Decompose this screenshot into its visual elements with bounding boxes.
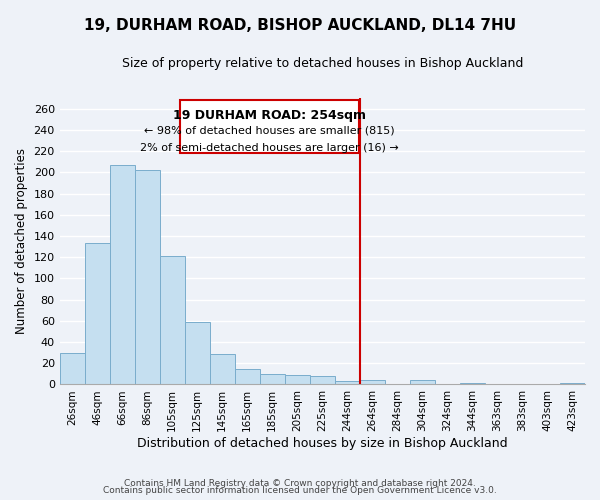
Title: Size of property relative to detached houses in Bishop Auckland: Size of property relative to detached ho…	[122, 58, 523, 70]
Text: ← 98% of detached houses are smaller (815): ← 98% of detached houses are smaller (81…	[144, 126, 394, 136]
Bar	[110, 165, 135, 384]
Text: Contains public sector information licensed under the Open Government Licence v3: Contains public sector information licen…	[103, 486, 497, 495]
Y-axis label: Number of detached properties: Number of detached properties	[15, 148, 28, 334]
Bar	[210, 354, 235, 384]
X-axis label: Distribution of detached houses by size in Bishop Auckland: Distribution of detached houses by size …	[137, 437, 508, 450]
Text: 19, DURHAM ROAD, BISHOP AUCKLAND, DL14 7HU: 19, DURHAM ROAD, BISHOP AUCKLAND, DL14 7…	[84, 18, 516, 32]
Bar	[185, 322, 210, 384]
FancyBboxPatch shape	[180, 100, 359, 153]
Text: Contains HM Land Registry data © Crown copyright and database right 2024.: Contains HM Land Registry data © Crown c…	[124, 478, 476, 488]
Bar	[59, 352, 85, 384]
Bar	[85, 244, 110, 384]
Bar	[235, 368, 260, 384]
Bar	[410, 380, 435, 384]
Bar	[310, 376, 335, 384]
Text: 19 DURHAM ROAD: 254sqm: 19 DURHAM ROAD: 254sqm	[173, 108, 365, 122]
Text: 2% of semi-detached houses are larger (16) →: 2% of semi-detached houses are larger (1…	[140, 142, 398, 152]
Bar	[160, 256, 185, 384]
Bar	[135, 170, 160, 384]
Bar	[335, 382, 360, 384]
Bar	[260, 374, 285, 384]
Bar	[360, 380, 385, 384]
Bar	[285, 375, 310, 384]
